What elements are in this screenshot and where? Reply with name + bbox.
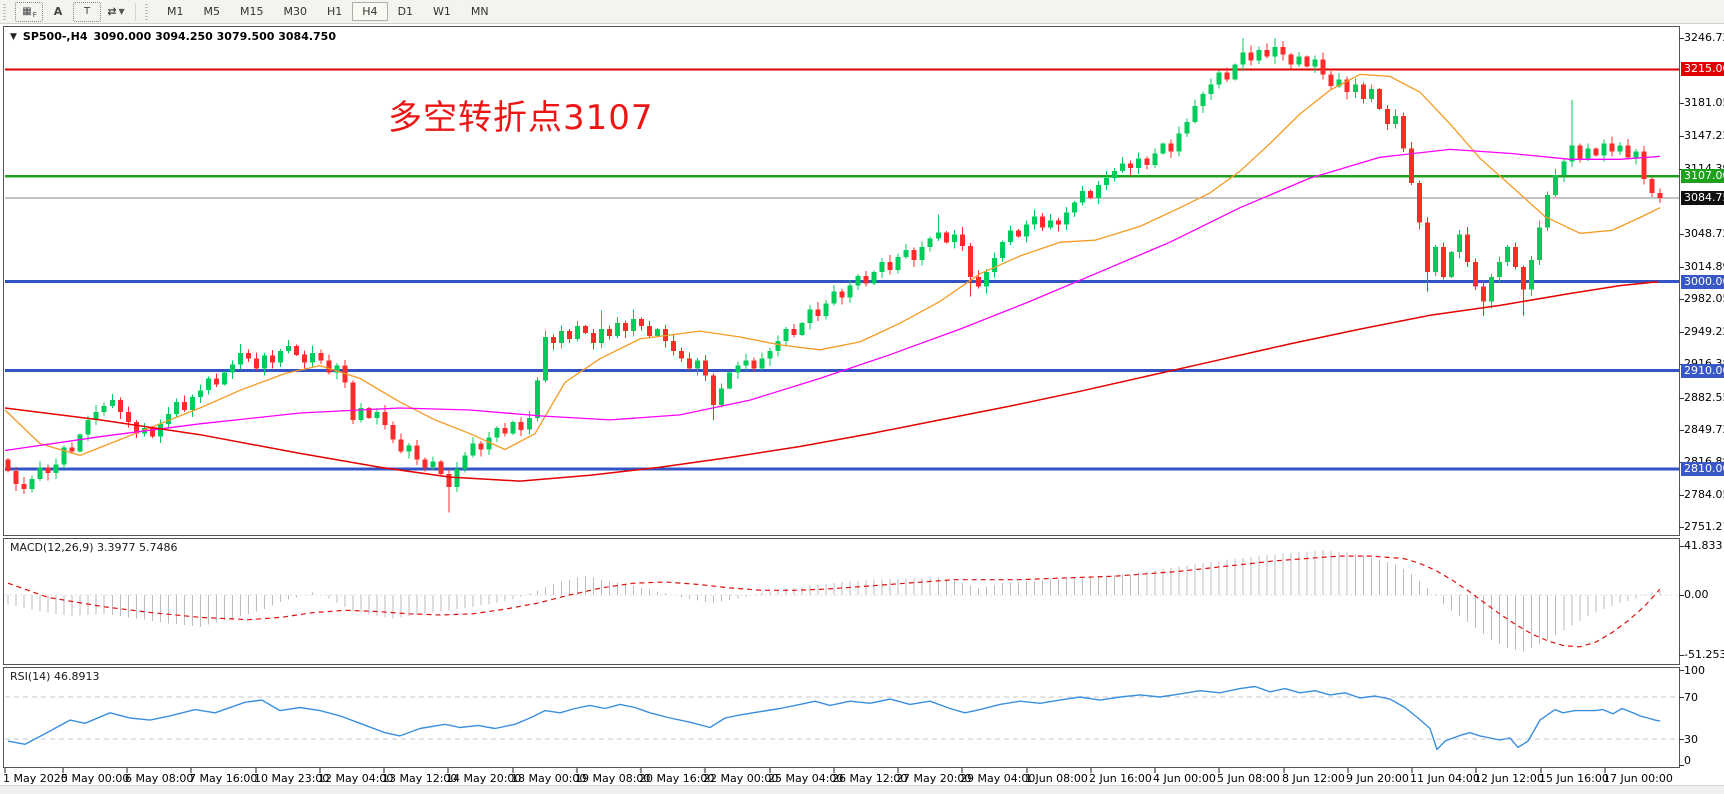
chart-mode-tool-icon[interactable]: ▦ F xyxy=(15,1,43,22)
price-tick-label: 2949.220 xyxy=(1684,324,1724,338)
grid-icon: ▦ xyxy=(22,6,32,17)
chart-symbol-period: SP500-,H4 xyxy=(22,30,88,43)
time-axis-label: 25 May 04:00 xyxy=(768,772,844,785)
price-tick-label: 3048.720 xyxy=(1684,226,1724,240)
time-axis-label: 20 May 16:00 xyxy=(639,772,715,785)
macd-values: 3.3977 5.7486 xyxy=(97,541,178,554)
rsi-axis-label: 30 xyxy=(1684,733,1698,746)
time-axis-label: 14 May 20:00 xyxy=(446,772,522,785)
time-axis-label: 4 Jun 00:00 xyxy=(1153,772,1216,785)
time-axis-label: 6 May 08:00 xyxy=(125,772,194,785)
arrows-tool-icon[interactable]: ⇄ ▼ xyxy=(107,5,125,18)
macd-axis-label: -51.2535 xyxy=(1684,648,1724,662)
toolbar-grip[interactable] xyxy=(3,3,10,20)
toolbar-grip-2[interactable] xyxy=(145,3,152,20)
chart-title: ▼ SP500-,H4 3090.000 3094.250 3079.500 3… xyxy=(10,30,336,43)
text-label-tool-icon[interactable]: A xyxy=(53,5,63,18)
timeframe-button-H1[interactable]: H1 xyxy=(327,5,343,18)
price-tick-label: 3014.890 xyxy=(1684,260,1724,273)
top-toolbar: ▦ F A T ⇄ ▼ M1 M5 M15 M30 H1 H4 D1 W1 MN xyxy=(0,0,1724,24)
time-axis-label: 10 May 23:00 xyxy=(254,772,330,785)
price-tag-2810.000: 2810.000 xyxy=(1681,462,1724,477)
toolbar-separator xyxy=(135,2,136,21)
rsi-axis-label: 100 xyxy=(1684,664,1705,677)
time-axis-label: 26 May 12:00 xyxy=(832,772,908,785)
timeframe-toolbar: M1 M5 M15 M30 H1 H4 D1 W1 MN xyxy=(157,2,499,21)
time-axis-label: 18 May 00:00 xyxy=(511,772,587,785)
time-axis-label: 13 May 12:00 xyxy=(382,772,458,785)
time-axis-label: 5 May 00:00 xyxy=(61,772,130,785)
macd-label: MACD(12,26,9) 3.3977 5.7486 xyxy=(10,541,178,554)
timeframe-button-M5[interactable]: M5 xyxy=(203,5,221,18)
price-tick-label: 3246.725 xyxy=(1684,31,1724,45)
time-axis-label: 7 May 16:00 xyxy=(189,772,258,785)
annotation-text[interactable]: 多空转折点3107 xyxy=(388,98,654,138)
rsi-label: RSI(14) 46.8913 xyxy=(10,670,100,683)
time-axis-label: 27 May 20:00 xyxy=(896,772,972,785)
macd-axis-label: 41.833 xyxy=(1684,538,1723,552)
collapse-arrow-icon[interactable]: ▼ xyxy=(10,31,17,42)
time-axis-label: 1 May 2020 xyxy=(3,772,68,785)
chart-ohlc-values: 3090.000 3094.250 3079.500 3084.750 xyxy=(93,30,336,43)
time-axis-label: 15 Jun 16:00 xyxy=(1539,772,1609,785)
timeframe-button-M1[interactable]: M1 xyxy=(167,5,184,18)
price-tick-label: 2784.050 xyxy=(1684,487,1724,501)
price-tick-label: 2849.720 xyxy=(1684,423,1724,437)
time-axis-label: 5 Jun 08:00 xyxy=(1217,772,1280,785)
time-axis-label: 1 Jun 08:00 xyxy=(1025,772,1088,785)
timeframe-button-MN[interactable]: MN xyxy=(470,5,489,18)
price-tag-3000.000: 3000.000 xyxy=(1681,274,1724,289)
time-axis-label: 11 Jun 04:00 xyxy=(1410,772,1480,785)
price-tag-3215.000: 3215.000 xyxy=(1681,62,1724,77)
time-axis-label: 12 May 04:00 xyxy=(318,772,394,785)
macd-axis-label: 0.00 xyxy=(1684,588,1709,601)
text-box-tool-icon[interactable]: T xyxy=(73,1,101,22)
chevron-down-icon: ▼ xyxy=(118,7,125,16)
price-tick-label: 2751.215 xyxy=(1684,520,1724,534)
time-axis-label: 22 May 00:00 xyxy=(703,772,779,785)
timeframe-button-H4[interactable]: H4 xyxy=(352,2,388,21)
price-tick-label: 2882.555 xyxy=(1684,390,1724,404)
status-bar xyxy=(0,785,1724,794)
price-tag-3107.000: 3107.000 xyxy=(1681,169,1724,184)
time-axis-label: 19 May 08:00 xyxy=(575,772,651,785)
rsi-value: 46.8913 xyxy=(53,670,100,683)
price-tag-2910.000: 2910.000 xyxy=(1681,363,1724,378)
time-axis-label: 12 Jun 12:00 xyxy=(1474,772,1544,785)
timeframe-button-M15[interactable]: M15 xyxy=(240,5,264,18)
time-axis-label: 2 Jun 16:00 xyxy=(1089,772,1152,785)
price-tick-label: 2982.055 xyxy=(1684,292,1724,306)
price-tick-label: 3147.225 xyxy=(1684,129,1724,143)
rsi-axis-label: 0 xyxy=(1684,754,1691,767)
rsi-axis-label: 70 xyxy=(1684,691,1698,704)
price-tag-3084.750: 3084.750 xyxy=(1681,191,1724,206)
timeframe-button-W1[interactable]: W1 xyxy=(433,5,451,18)
price-tick-label: 3181.055 xyxy=(1684,96,1724,109)
time-axis-label: 29 May 04:00 xyxy=(960,772,1036,785)
time-axis-label: 9 Jun 20:00 xyxy=(1346,772,1409,785)
timeframe-button-D1[interactable]: D1 xyxy=(397,5,414,18)
timeframe-button-M30[interactable]: M30 xyxy=(283,5,308,18)
time-axis-label: 8 Jun 12:00 xyxy=(1282,772,1345,785)
time-axis-label: 17 Jun 00:00 xyxy=(1603,772,1673,785)
